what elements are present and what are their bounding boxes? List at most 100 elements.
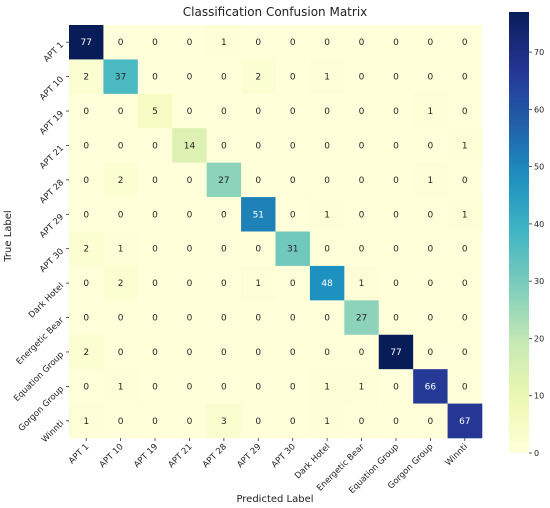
colorbar-tick-label: 40 — [534, 220, 544, 229]
heatmap-cell — [344, 369, 380, 404]
y-axis-label: True Label — [3, 210, 14, 262]
heatmap-cell — [241, 334, 276, 370]
cell-value-label: 1 — [118, 245, 124, 255]
cell-value-label: 0 — [462, 73, 468, 83]
cell-value-label: 0 — [118, 314, 124, 324]
cell-value-label: 0 — [462, 314, 468, 324]
heatmap-cell — [275, 231, 311, 267]
heatmap-cell — [378, 25, 414, 60]
cell-value-label: 2 — [83, 245, 89, 255]
heatmap-cell — [241, 162, 276, 198]
colorbar-tick-label: 50 — [534, 163, 544, 172]
heatmap-cell — [447, 25, 483, 60]
cell-value-label: 0 — [290, 210, 296, 220]
cell-value-label: 0 — [152, 314, 158, 324]
cell-value-label: 1 — [255, 279, 261, 289]
cell-value-label: 0 — [221, 141, 227, 151]
heatmap-cell — [275, 128, 311, 163]
cell-value-label: 0 — [83, 141, 89, 151]
cell-value-label: 0 — [255, 382, 261, 392]
cell-value-label: 1 — [324, 210, 330, 220]
heatmap-cell — [69, 403, 104, 439]
heatmap-cell — [447, 369, 483, 404]
cell-value-label: 5 — [152, 107, 158, 117]
cell-value-label: 0 — [152, 279, 158, 289]
y-tick-label: APT 19 — [38, 109, 66, 137]
cell-value-label: 0 — [428, 314, 434, 324]
cell-value-label: 0 — [290, 38, 296, 48]
heatmap-cell — [206, 334, 242, 370]
cell-value-label: 0 — [187, 417, 193, 427]
heatmap-cell — [447, 59, 483, 95]
cell-value-label: 0 — [187, 73, 193, 83]
heatmap-cell — [275, 265, 311, 301]
heatmap-cell — [378, 197, 414, 232]
heatmap-cell — [206, 231, 242, 267]
heatmap-cell — [172, 334, 207, 370]
heatmap-cell — [275, 197, 311, 232]
heatmap-cell — [137, 369, 173, 404]
cell-value-label: 0 — [359, 38, 365, 48]
heatmap-cell — [172, 300, 207, 336]
cell-value-label: 2 — [118, 279, 124, 289]
cell-value-label: 1 — [324, 382, 330, 392]
heatmap-cell — [413, 300, 448, 336]
heatmap-cell — [275, 334, 311, 370]
cell-value-label: 0 — [428, 38, 434, 48]
heatmap-cell — [413, 231, 448, 267]
heatmap-cell — [309, 265, 345, 301]
heatmap-cell — [103, 369, 139, 404]
cell-value-label: 0 — [187, 38, 193, 48]
cell-value-label: 27 — [218, 176, 229, 186]
cell-value-label: 0 — [393, 382, 399, 392]
cell-value-label: 0 — [324, 314, 330, 324]
cell-value-label: 0 — [393, 107, 399, 117]
cell-value-label: 0 — [462, 245, 468, 255]
cell-value-label: 1 — [83, 417, 89, 427]
cell-value-label: 0 — [255, 107, 261, 117]
heatmap-cell — [447, 197, 483, 232]
y-tick-labels: APT 1 APT 10 APT 19 APT 21 APT 28 APT 29 APT 3… — [12, 40, 69, 445]
heatmap-cell — [447, 93, 483, 129]
cell-value-label: 0 — [152, 176, 158, 186]
heatmap-cell — [378, 403, 414, 439]
cell-value-label: 0 — [187, 348, 193, 358]
cell-value-label: 0 — [428, 141, 434, 151]
colorbar-ticks: 0 10 20 30 40 50 60 70 — [529, 48, 544, 458]
cell-value-label: 0 — [393, 38, 399, 48]
cell-value-label: 2 — [118, 176, 124, 186]
cell-value-label: 0 — [290, 73, 296, 83]
heatmap-cell — [69, 197, 104, 232]
cell-value-label: 0 — [152, 245, 158, 255]
cell-value-label: 0 — [324, 141, 330, 151]
heatmap-cell — [69, 231, 104, 267]
heatmap-cell — [241, 93, 276, 129]
heatmap-cell — [309, 93, 345, 129]
x-tick-label: APT 1 — [67, 442, 91, 466]
colorbar-tick-label: 70 — [534, 48, 544, 57]
heatmap-cell — [378, 93, 414, 129]
heatmap-cell — [241, 369, 276, 404]
heatmap-cell — [413, 162, 448, 198]
cell-value-label: 0 — [290, 348, 296, 358]
heatmap-cell — [241, 128, 276, 163]
cell-value-label: 0 — [152, 417, 158, 427]
heatmap-cell — [413, 25, 448, 60]
heatmap-cell — [137, 25, 173, 60]
cell-value-label: 1 — [221, 38, 227, 48]
cell-value-label: 27 — [356, 314, 367, 324]
heatmap-cell — [206, 93, 242, 129]
cell-value-label: 0 — [187, 176, 193, 186]
heatmap-cell — [69, 59, 104, 95]
cell-value-label: 0 — [221, 279, 227, 289]
heatmap-cell — [275, 93, 311, 129]
y-tick-label: Dark Hotel — [27, 281, 66, 320]
heatmap-cell — [447, 300, 483, 336]
cell-value-label: 1 — [324, 73, 330, 83]
heatmap-cell — [413, 334, 448, 370]
heatmap-cell — [172, 25, 207, 60]
heatmap-cell — [344, 265, 380, 301]
cell-value-label: 37 — [115, 73, 126, 83]
heatmap-cell — [172, 59, 207, 95]
cell-value-label: 0 — [221, 210, 227, 220]
